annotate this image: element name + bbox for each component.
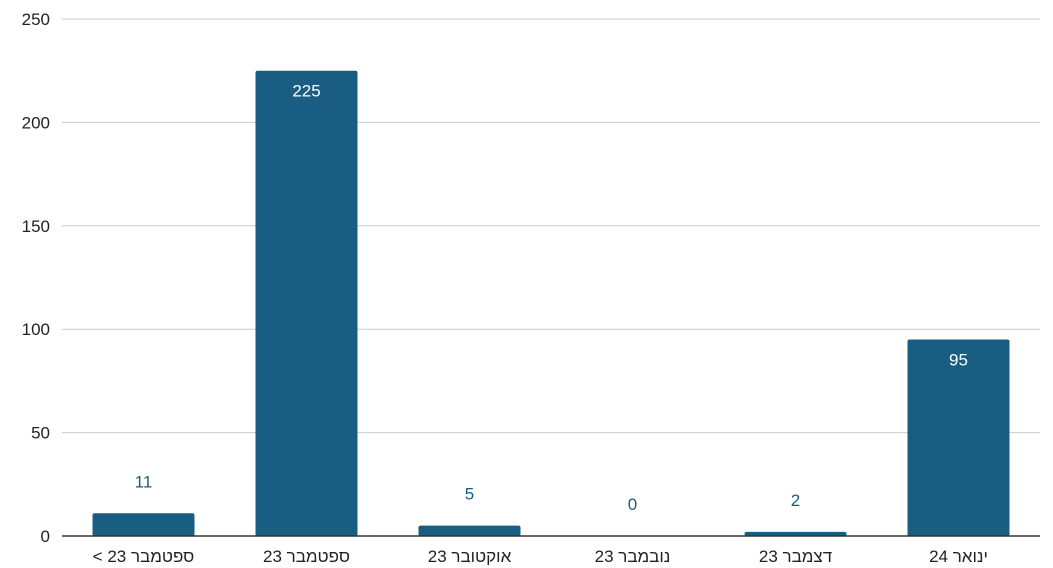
x-category-label: ספטמבר 23: [263, 547, 350, 566]
bar: [907, 339, 1010, 536]
y-axis-tick-labels: 0 50 100 150 200 250: [22, 10, 50, 546]
data-label: 2: [791, 491, 800, 510]
data-label: 225: [292, 82, 320, 101]
y-tick-label: 0: [41, 527, 50, 546]
bars: [92, 70, 1010, 536]
y-tick-label: 250: [22, 10, 50, 29]
x-category-label: ספטמבר 23 >: [93, 547, 195, 566]
x-category-label: נובמבר 23: [595, 547, 671, 566]
bar: [92, 513, 195, 536]
x-category-label: דצמבר 23: [759, 547, 832, 566]
y-tick-label: 50: [31, 424, 50, 443]
y-tick-label: 100: [22, 320, 50, 339]
x-category-label: אוקטובר 23: [428, 547, 512, 566]
data-label: 11: [135, 472, 153, 491]
bar: [744, 531, 847, 536]
data-label: 5: [465, 485, 474, 504]
bar: [418, 525, 521, 536]
data-labels: 11 225 5 0 2 95: [135, 82, 968, 514]
bar: [255, 70, 358, 536]
x-axis-category-labels: ספטמבר 23 > ספטמבר 23 אוקטובר 23 נובמבר 23 ד…: [93, 547, 988, 566]
data-label: 95: [949, 351, 968, 370]
data-label: 0: [628, 495, 637, 514]
x-category-label: ינואר 24: [929, 547, 988, 566]
y-tick-label: 200: [22, 113, 50, 132]
gridlines: [62, 18, 1040, 434]
y-tick-label: 150: [22, 217, 50, 236]
